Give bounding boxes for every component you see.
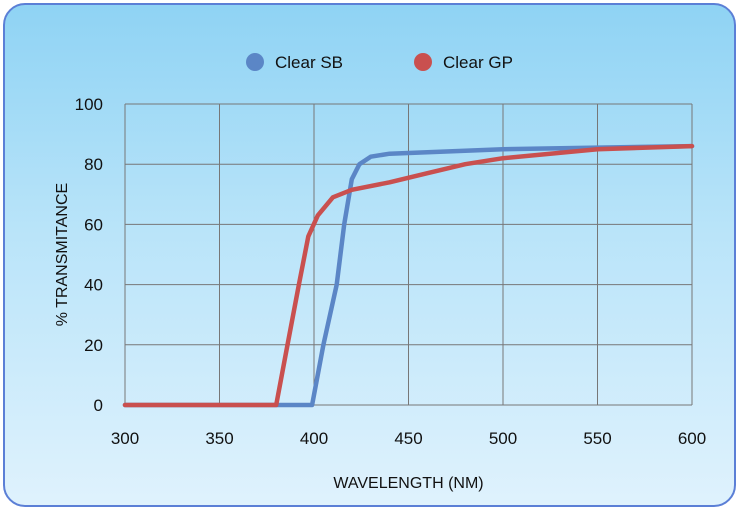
x-tick-label: 400 — [300, 429, 328, 448]
legend-marker-clear-gp — [414, 53, 432, 71]
y-tick-label: 80 — [84, 155, 103, 174]
x-tick-label: 300 — [111, 429, 139, 448]
x-tick-label: 550 — [583, 429, 611, 448]
legend-marker-clear-sb — [246, 53, 264, 71]
grid — [124, 103, 693, 406]
tick-labels: 300 350 400 450 500 550 600 0 20 40 60 80 100 — [75, 95, 707, 448]
legend-label: Clear SB — [275, 53, 343, 72]
x-tick-label: 450 — [394, 429, 422, 448]
y-tick-label: 20 — [84, 336, 103, 355]
series-line-clear-gp — [122, 143, 695, 408]
y-tick-label: 60 — [84, 215, 103, 234]
x-tick-label: 500 — [489, 429, 517, 448]
x-tick-label: 350 — [205, 429, 233, 448]
legend-label: Clear GP — [443, 53, 513, 72]
x-axis-label: WAVELENGTH (NM) — [333, 475, 483, 492]
y-tick-label: 0 — [94, 396, 103, 415]
transmittance-chart: 300 350 400 450 500 550 600 0 20 40 60 80 100 WAVELE… — [54, 53, 707, 492]
x-tick-label: 600 — [678, 429, 706, 448]
series-lines — [122, 143, 695, 408]
legend: Clear SB Clear GP — [246, 53, 513, 72]
chart-panel: 300 350 400 450 500 550 600 0 20 40 60 80 100 WAVELE… — [3, 3, 736, 507]
y-axis-label: % TRANSMITANCE — [54, 183, 71, 326]
y-tick-label: 40 — [84, 276, 103, 295]
y-tick-label: 100 — [75, 95, 103, 114]
series-line-clear-sb — [122, 143, 695, 408]
